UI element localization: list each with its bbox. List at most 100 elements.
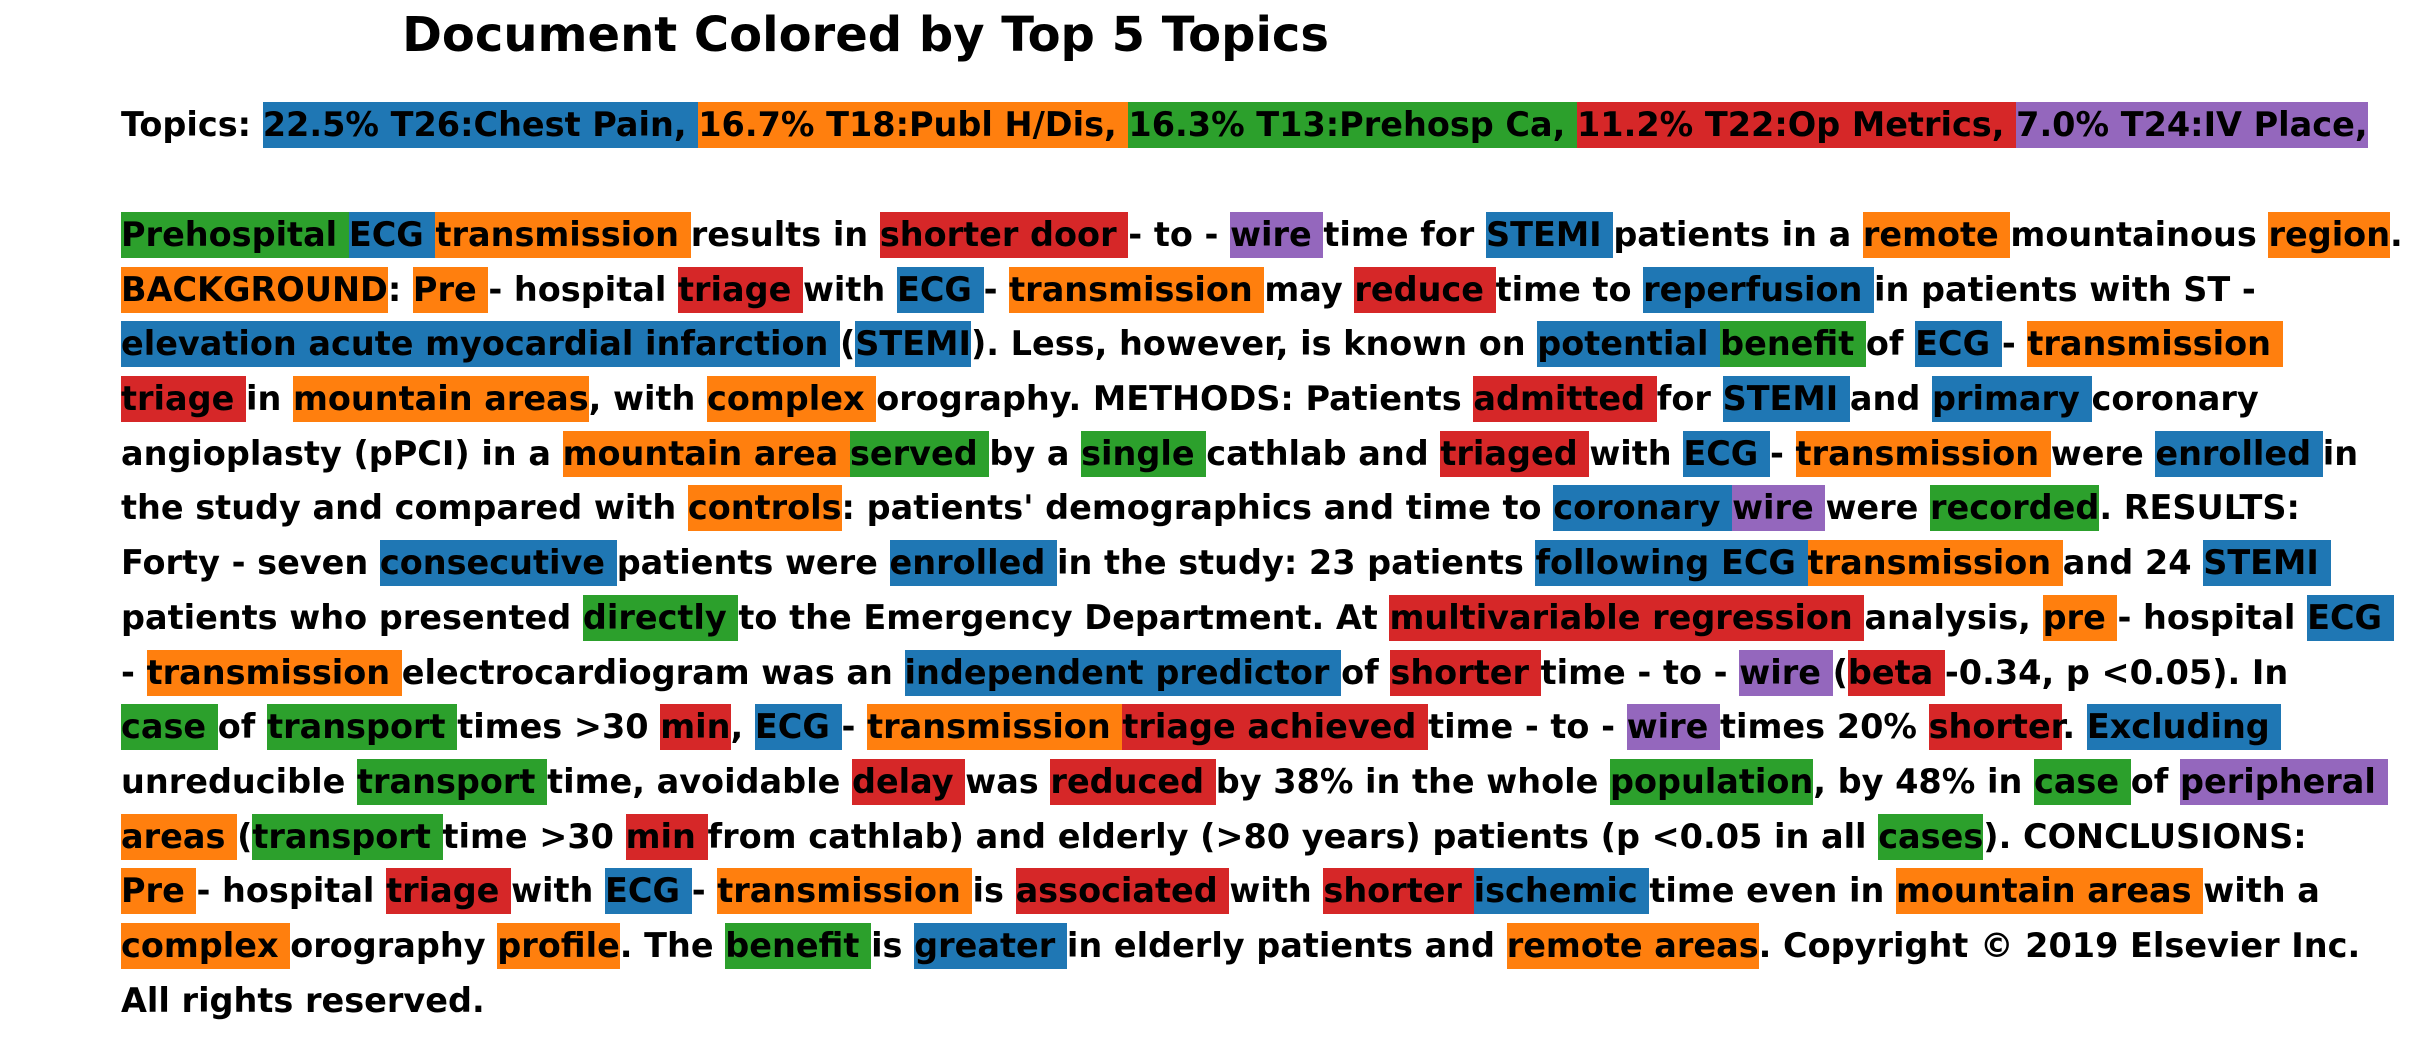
highlighted-term: shorter door bbox=[879, 212, 1129, 258]
document-text: . bbox=[2390, 215, 2403, 254]
highlighted-term: ECG bbox=[1683, 430, 1770, 477]
document-text: in bbox=[246, 379, 293, 419]
document-line: angioplasty (pPCI) in a mountain area se… bbox=[121, 427, 2403, 482]
document-text: - hospital bbox=[196, 871, 387, 911]
highlighted-term: STEMI bbox=[1485, 212, 1614, 258]
document-text: and 24 bbox=[2062, 543, 2204, 583]
document-text: , by 48% in bbox=[1813, 761, 2034, 801]
document-text: - to - bbox=[1128, 215, 1231, 254]
document-text: in elderly patients and bbox=[1066, 925, 1507, 965]
highlighted-term: greater bbox=[914, 922, 1067, 969]
document-text: by 38% in the whole bbox=[1215, 761, 1610, 801]
document-text: of bbox=[217, 707, 268, 747]
document-text: - bbox=[691, 871, 718, 911]
highlighted-term: benefit bbox=[725, 922, 872, 969]
document-body: Prehospital ECG transmission results in … bbox=[121, 208, 2403, 1028]
document-line: Pre - hospital triage with ECG - transmi… bbox=[121, 864, 2403, 919]
document-text: ( bbox=[839, 324, 856, 364]
highlighted-term: delay bbox=[851, 758, 966, 805]
document-text: All rights reserved. bbox=[121, 980, 485, 1020]
document-text: - hospital bbox=[488, 269, 678, 309]
highlighted-term: ECG bbox=[605, 868, 692, 915]
topic-chip: 16.7% T18:Publ H/Dis, bbox=[698, 102, 1129, 148]
highlighted-term: ECG bbox=[1915, 321, 2002, 368]
document-text: ( bbox=[237, 816, 253, 856]
highlighted-term: shorter bbox=[1928, 704, 2063, 751]
highlighted-term: reduce bbox=[1354, 266, 1496, 313]
document-text: may bbox=[1264, 269, 1355, 309]
document-text: with bbox=[1589, 433, 1684, 473]
document-text: of bbox=[2130, 761, 2181, 801]
document-text: - bbox=[841, 707, 868, 747]
highlighted-term: primary bbox=[1932, 376, 2092, 423]
highlighted-term: directly bbox=[582, 594, 739, 641]
document-line: complex orography profile. The benefit i… bbox=[121, 919, 2403, 974]
highlighted-term: beta bbox=[1847, 649, 1945, 696]
highlighted-term: shorter bbox=[1323, 868, 1474, 915]
document-text: in the study: 23 patients bbox=[1056, 543, 1536, 583]
document-text: ). Less, however, is known on bbox=[970, 324, 1538, 364]
highlighted-term: wire bbox=[1739, 649, 1833, 696]
topic-chip: 16.3% T13:Prehosp Ca, bbox=[1128, 102, 1577, 148]
topic-chip: 7.0% T24:IV Place, bbox=[2016, 102, 2368, 148]
highlighted-term: STEMI bbox=[2203, 540, 2331, 587]
document-text: by a bbox=[989, 433, 1082, 473]
document-text: . RESULTS: bbox=[2099, 488, 2300, 528]
highlighted-term: following ECG bbox=[1535, 540, 1808, 587]
highlighted-term: ECG bbox=[896, 266, 984, 313]
document-text: . Copyright © 2019 Elsevier Inc. bbox=[1758, 925, 2361, 965]
highlighted-term: associated bbox=[1015, 868, 1230, 915]
document-text: - hospital bbox=[2117, 597, 2308, 637]
topics-legend: Topics: 22.5% T26:Chest Pain, 16.7% T18:… bbox=[121, 102, 2368, 148]
highlighted-term: areas bbox=[121, 813, 238, 860]
highlighted-term: mountain area bbox=[562, 430, 850, 477]
document-text: the study and compared with bbox=[121, 488, 688, 528]
document-text: time - to - bbox=[1428, 707, 1627, 747]
highlighted-term: multivariable regression bbox=[1389, 594, 1865, 641]
document-line: Prehospital ECG transmission results in … bbox=[121, 208, 2403, 263]
highlighted-term: controls bbox=[687, 485, 842, 532]
document-text: -0.34, p <0.05). In bbox=[1944, 652, 2289, 692]
document-text: to the Emergency Department. At bbox=[738, 597, 1390, 637]
document-text: were bbox=[2050, 433, 2156, 473]
document-line: - transmission electrocardiogram was an … bbox=[121, 646, 2403, 701]
highlighted-term: transmission bbox=[435, 212, 691, 258]
highlighted-term: STEMI bbox=[1722, 376, 1850, 423]
document-line: case of transport times >30 min, ECG - t… bbox=[121, 700, 2403, 755]
highlighted-term: BACKGROUND bbox=[121, 266, 388, 313]
document-text: angioplasty (pPCI) in a bbox=[121, 433, 563, 473]
highlighted-term: min bbox=[625, 813, 708, 860]
highlighted-term: remote bbox=[1862, 212, 2011, 258]
document-text: were bbox=[1825, 488, 1931, 528]
highlighted-term: served bbox=[849, 430, 990, 477]
document-text: in patients with ST - bbox=[1874, 269, 2256, 309]
document-text: ). CONCLUSIONS: bbox=[1983, 816, 2307, 856]
document-text: results in bbox=[690, 215, 880, 254]
document-text: time, avoidable bbox=[547, 761, 852, 801]
highlighted-term: admitted bbox=[1473, 376, 1657, 423]
highlighted-term: transport bbox=[252, 813, 443, 860]
highlighted-term: transmission bbox=[867, 704, 1123, 751]
topic-chip: 22.5% T26:Chest Pain, bbox=[262, 102, 699, 148]
document-text: was bbox=[965, 761, 1051, 801]
highlighted-term: reperfusion bbox=[1643, 266, 1874, 313]
highlighted-term: shorter bbox=[1390, 649, 1541, 696]
highlighted-term: mountain areas bbox=[1895, 868, 2204, 915]
document-text: - bbox=[121, 652, 147, 692]
highlighted-term: mountain areas bbox=[293, 376, 589, 423]
document-text: times >30 bbox=[457, 707, 661, 747]
document-text: unreducible bbox=[121, 761, 357, 801]
document-text: with bbox=[511, 871, 606, 911]
document-line: areas (transport time >30 min from cathl… bbox=[121, 810, 2403, 865]
highlighted-term: ECG bbox=[754, 704, 842, 751]
document-text: patients who presented bbox=[121, 597, 583, 637]
highlighted-term: complex bbox=[121, 922, 291, 969]
highlighted-term: single bbox=[1081, 430, 1207, 477]
document-text: : patients' demographics and time to bbox=[841, 488, 1554, 528]
highlighted-term: profile bbox=[497, 922, 620, 969]
highlighted-term: transport bbox=[267, 704, 458, 751]
document-text: ( bbox=[1832, 652, 1848, 692]
document-text: coronary bbox=[2091, 379, 2259, 419]
document-line: Forty - seven consecutive patients were … bbox=[121, 536, 2403, 591]
highlighted-term: consecutive bbox=[379, 540, 617, 587]
